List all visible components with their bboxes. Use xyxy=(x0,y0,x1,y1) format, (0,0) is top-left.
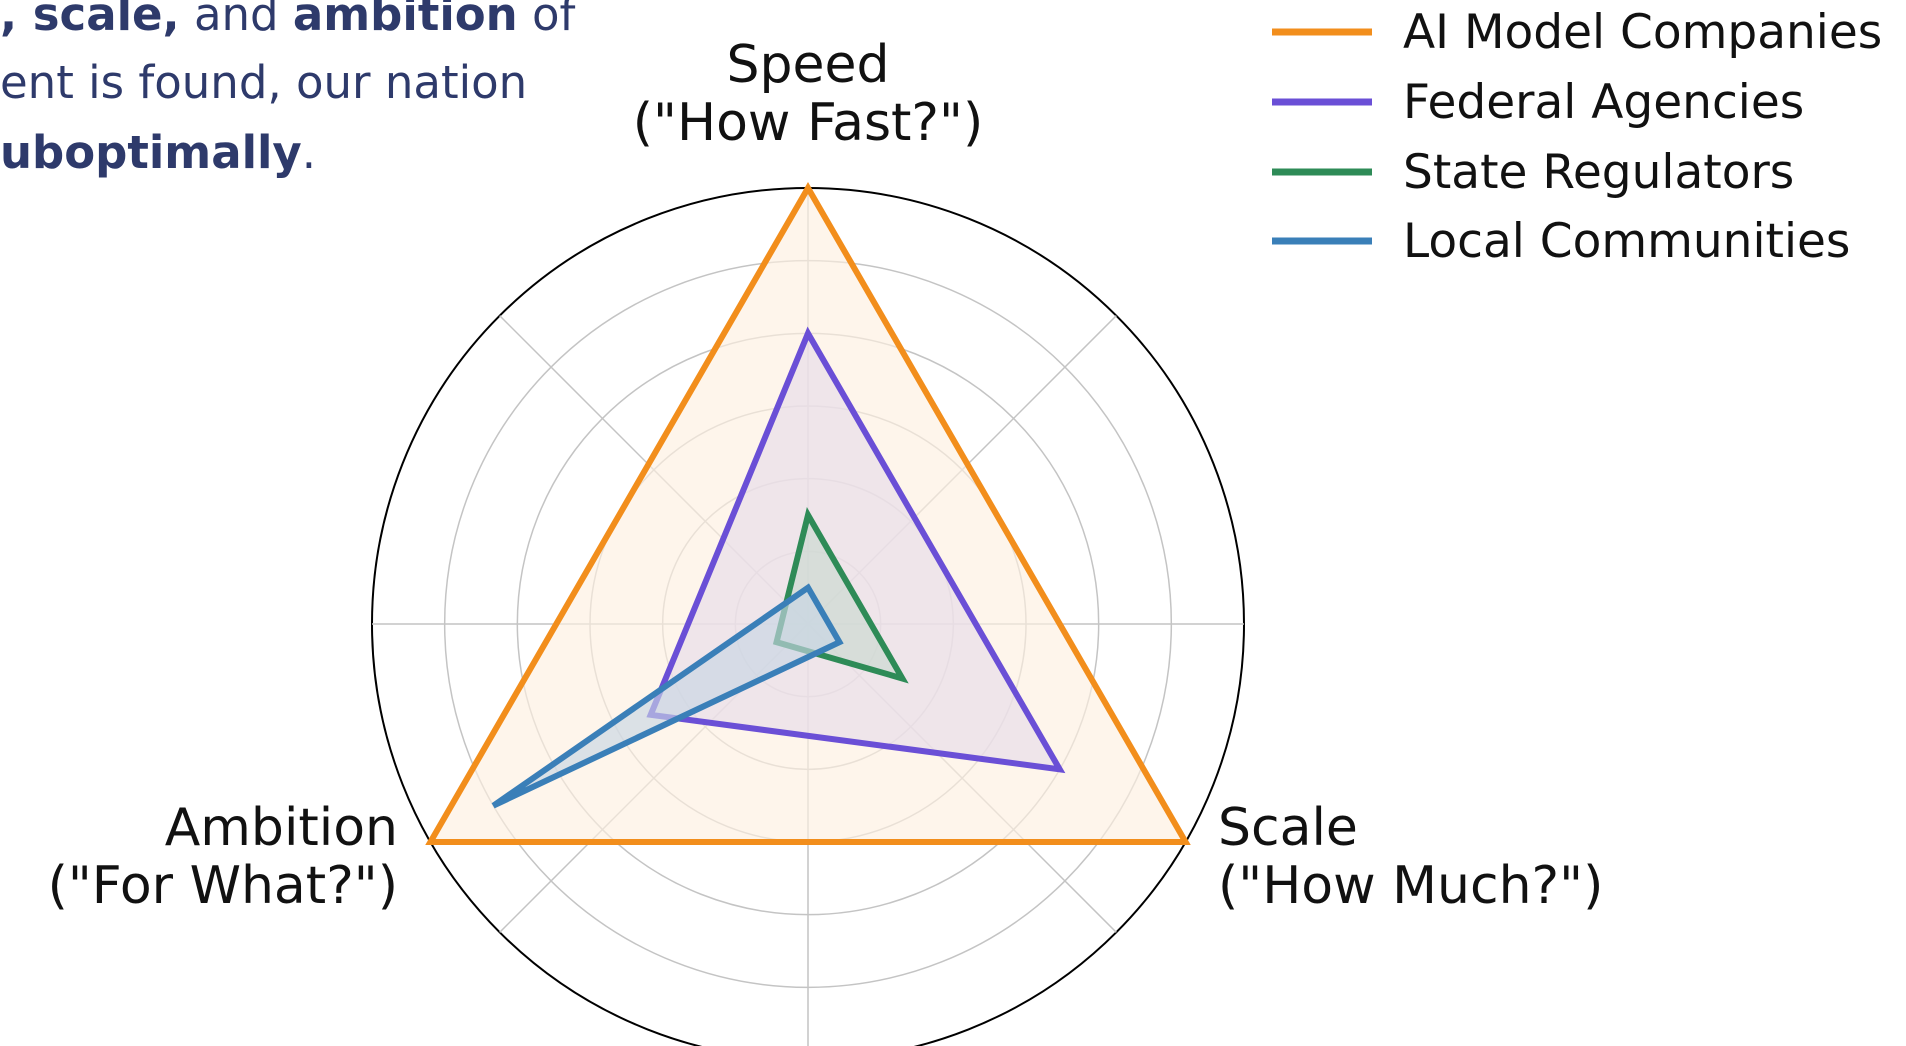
axis-label-speed: Speed xyxy=(726,35,889,95)
intro-line-3: uboptimally. xyxy=(0,126,316,179)
axis-label-ambition: Ambition xyxy=(165,798,398,858)
series-fill-local-communities xyxy=(493,587,840,806)
axis-label-scale: Scale xyxy=(1218,798,1358,858)
legend-label-state-regulators: State Regulators xyxy=(1403,145,1794,200)
legend-label-local-communities: Local Communities xyxy=(1403,214,1850,269)
axis-label-speed-question: ("How Fast?") xyxy=(633,93,983,153)
intro-line-2: ent is found, our nation xyxy=(0,56,527,109)
intro-line1-run-1: and xyxy=(179,0,293,41)
series-line-ai-model-companies xyxy=(425,181,1191,845)
intro-line2-run-0: ent is found, our nation xyxy=(0,56,528,109)
intro-line1-run-3: of xyxy=(517,0,576,41)
axis-label-ambition-question: ("For What?") xyxy=(48,856,398,916)
legend-label-ai-model-companies: AI Model Companies xyxy=(1403,5,1882,60)
series-line-federal-agencies xyxy=(646,326,1066,774)
radar-series xyxy=(425,181,1191,845)
axis-label-scale-question: ("How Much?") xyxy=(1218,856,1603,916)
legend: AI Model Companies Federal Agencies Stat… xyxy=(1272,5,1882,269)
intro-line1-run-0: , scale, xyxy=(0,0,180,41)
intro-line3-run-1: . xyxy=(301,126,317,179)
legend-label-federal-agencies: Federal Agencies xyxy=(1403,75,1804,130)
intro-line-1: , scale, and ambition of xyxy=(0,0,575,41)
series-line-local-communities xyxy=(491,583,844,809)
series-line-state-regulators xyxy=(772,507,909,684)
intro-line3-run-0: uboptimally xyxy=(0,126,302,179)
intro-line1-run-2: ambition xyxy=(292,0,518,41)
